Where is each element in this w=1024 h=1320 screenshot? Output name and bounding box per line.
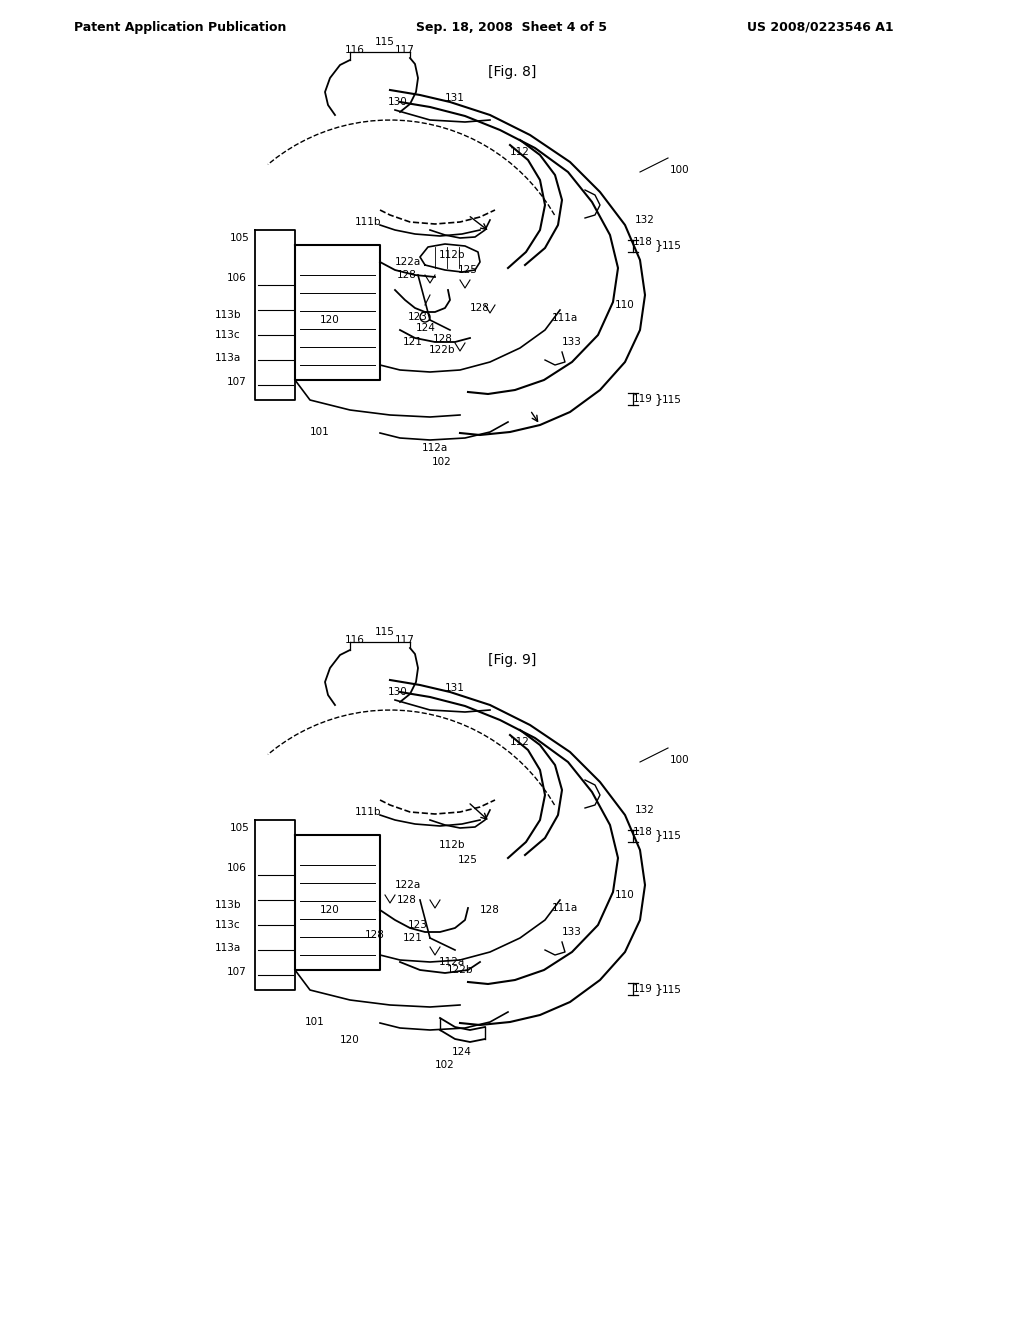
Text: 116: 116 (345, 635, 365, 645)
Text: 115: 115 (663, 985, 682, 995)
Text: 106: 106 (227, 863, 247, 873)
Text: 112: 112 (510, 737, 530, 747)
Text: }: } (654, 239, 662, 252)
Text: 131: 131 (445, 92, 465, 103)
Text: 113b: 113b (215, 900, 242, 909)
Text: US 2008/0223546 A1: US 2008/0223546 A1 (746, 21, 893, 33)
Text: 100: 100 (670, 165, 690, 176)
Text: 110: 110 (615, 300, 635, 310)
Text: 112: 112 (510, 147, 530, 157)
Text: 122a: 122a (395, 880, 421, 890)
Text: 111b: 111b (354, 807, 381, 817)
Text: 102: 102 (435, 1060, 455, 1071)
Text: 105: 105 (230, 234, 250, 243)
Text: [Fig. 9]: [Fig. 9] (487, 653, 537, 667)
Text: 105: 105 (230, 822, 250, 833)
Text: 106: 106 (227, 273, 247, 282)
Text: }: } (654, 829, 662, 842)
Text: 119: 119 (633, 983, 653, 994)
Text: 118: 118 (633, 828, 653, 837)
Text: Sep. 18, 2008  Sheet 4 of 5: Sep. 18, 2008 Sheet 4 of 5 (417, 21, 607, 33)
Text: 115: 115 (375, 627, 395, 638)
Text: 110: 110 (615, 890, 635, 900)
Text: }: } (654, 983, 662, 997)
Text: 115: 115 (663, 395, 682, 405)
Text: 107: 107 (227, 378, 247, 387)
Text: }: } (654, 393, 662, 407)
Text: 100: 100 (670, 755, 690, 766)
Text: 128: 128 (366, 931, 385, 940)
Text: 128: 128 (397, 271, 417, 280)
Text: 112a: 112a (422, 444, 449, 453)
Text: 120: 120 (321, 315, 340, 325)
Text: 120: 120 (321, 906, 340, 915)
Text: 115: 115 (375, 37, 395, 48)
Text: 128: 128 (480, 906, 500, 915)
Text: 113c: 113c (215, 920, 241, 931)
Text: 132: 132 (635, 805, 655, 814)
Text: 123: 123 (408, 920, 428, 931)
Text: 128: 128 (397, 895, 417, 906)
Text: 128: 128 (470, 304, 489, 313)
Text: Patent Application Publication: Patent Application Publication (74, 21, 286, 33)
Text: 123: 123 (408, 312, 428, 322)
Text: 130: 130 (388, 96, 408, 107)
Text: 122b: 122b (446, 965, 473, 975)
Text: 122b: 122b (429, 345, 456, 355)
Text: 115: 115 (663, 832, 682, 841)
Text: 101: 101 (305, 1016, 325, 1027)
Text: 115: 115 (663, 242, 682, 251)
Text: 118: 118 (633, 238, 653, 247)
Text: 113a: 113a (215, 352, 241, 363)
Text: 125: 125 (458, 265, 478, 275)
Text: 131: 131 (445, 682, 465, 693)
Text: 130: 130 (388, 686, 408, 697)
Text: 107: 107 (227, 968, 247, 977)
Text: 125: 125 (458, 855, 478, 865)
Text: 122a: 122a (395, 257, 421, 267)
Text: 112b: 112b (438, 840, 465, 850)
Text: 117: 117 (395, 635, 415, 645)
Text: 133: 133 (562, 337, 582, 347)
Text: 113b: 113b (215, 310, 242, 319)
Text: 128: 128 (433, 334, 453, 345)
Text: 111a: 111a (552, 313, 579, 323)
Text: 121: 121 (403, 337, 423, 347)
Text: 124: 124 (416, 323, 436, 333)
Text: 113c: 113c (215, 330, 241, 341)
Text: 101: 101 (310, 426, 330, 437)
Text: 117: 117 (395, 45, 415, 55)
Text: 112b: 112b (438, 249, 465, 260)
Text: 121: 121 (403, 933, 423, 942)
Text: 116: 116 (345, 45, 365, 55)
Text: 102: 102 (432, 457, 452, 467)
Text: 120: 120 (340, 1035, 359, 1045)
Text: 133: 133 (562, 927, 582, 937)
Text: 132: 132 (635, 215, 655, 224)
Text: 113a: 113a (215, 942, 241, 953)
Text: 111b: 111b (354, 216, 381, 227)
Text: 112a: 112a (439, 957, 465, 968)
Text: [Fig. 8]: [Fig. 8] (487, 65, 537, 79)
Text: 124: 124 (452, 1047, 472, 1057)
Text: 111a: 111a (552, 903, 579, 913)
Text: 119: 119 (633, 393, 653, 404)
